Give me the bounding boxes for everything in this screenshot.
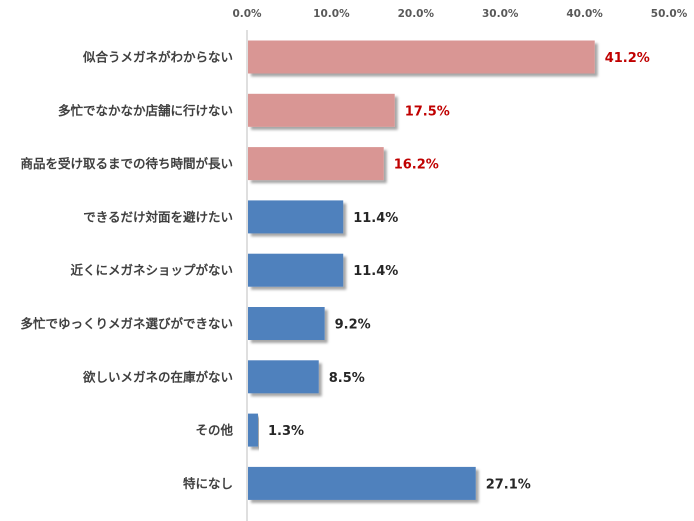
x-tick-label: 10.0% <box>313 8 350 20</box>
value-label: 8.5% <box>329 371 365 386</box>
value-label: 27.1% <box>486 477 531 492</box>
bars <box>248 40 595 500</box>
value-label: 1.3% <box>268 424 304 439</box>
bar <box>248 413 258 447</box>
x-tick-label: 50.0% <box>651 8 688 20</box>
bar <box>248 466 476 500</box>
bar <box>248 307 325 340</box>
value-label: 17.5% <box>405 104 450 119</box>
bar <box>248 147 384 181</box>
category-label: できるだけ対面を避けたい <box>83 209 233 224</box>
value-label: 41.2% <box>605 51 650 66</box>
value-label: 9.2% <box>335 318 371 333</box>
bar <box>248 200 344 234</box>
category-label: 多忙でゆっくりメガネ選びができない <box>20 316 233 331</box>
category-label: 欲しいメガネの在庫がない <box>82 369 233 384</box>
category-label: 多忙でなかなか店舗に行けない <box>58 103 233 118</box>
x-tick-label: 40.0% <box>566 8 603 20</box>
value-label: 11.4% <box>353 264 398 279</box>
category-label: 似合うメガネがわからない <box>82 50 233 65</box>
bar <box>248 360 319 394</box>
category-label: その他 <box>195 423 233 438</box>
category-labels: 似合うメガネがわからない多忙でなかなか店舗に行けない商品を受け取るまでの待ち時間… <box>20 50 233 491</box>
category-label: 近くにメガネショップがない <box>70 263 233 278</box>
bar <box>248 253 344 287</box>
category-label: 特になし <box>183 476 233 491</box>
x-tick-label: 30.0% <box>482 8 519 20</box>
x-tick-label: 0.0% <box>232 8 262 20</box>
category-label: 商品を受け取るまでの待ち時間が長い <box>20 156 233 171</box>
bar <box>248 40 595 74</box>
x-axis-ticks: 0.0% 10.0% 20.0% 30.0% 40.0% 50.0% <box>232 8 687 20</box>
bar <box>248 93 395 127</box>
value-label: 11.4% <box>353 211 398 226</box>
value-labels: 41.2% 17.5% 16.2% 11.4% 11.4% 9.2% 8.5% 1.3% 27.… <box>268 51 650 492</box>
value-label: 16.2% <box>394 158 439 173</box>
x-tick-label: 20.0% <box>398 8 435 20</box>
